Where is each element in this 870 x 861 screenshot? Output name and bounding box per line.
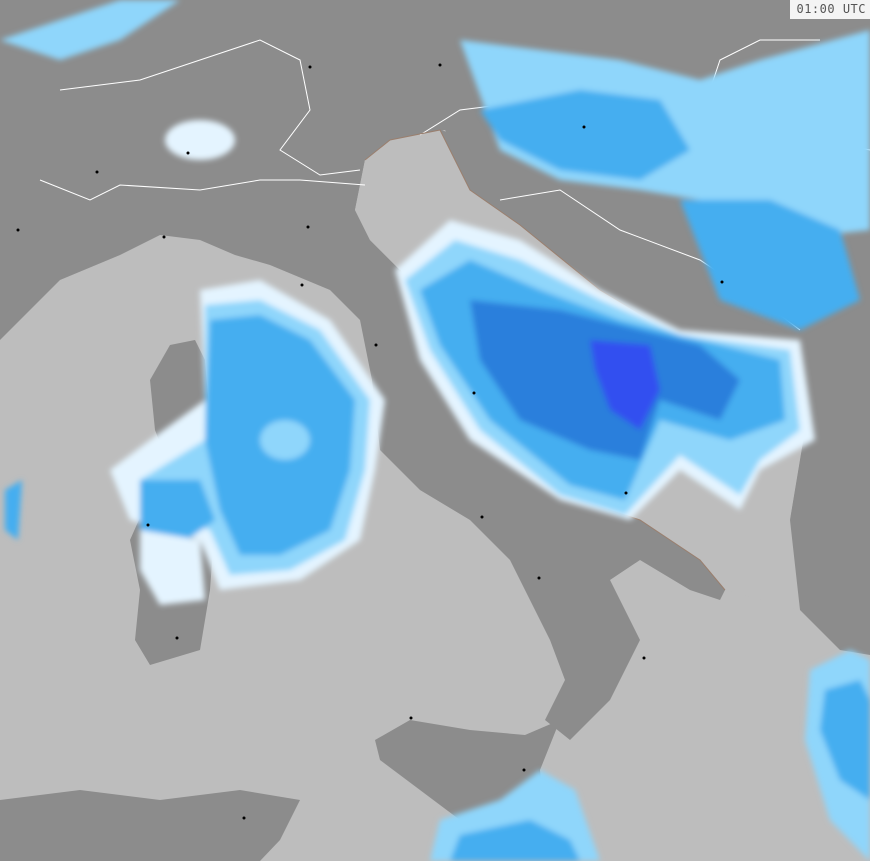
land-north-africa (0, 790, 300, 861)
city-markers (16, 63, 724, 820)
land-istria (440, 130, 500, 200)
timestamp-label: 01:00 UTC (790, 0, 870, 19)
